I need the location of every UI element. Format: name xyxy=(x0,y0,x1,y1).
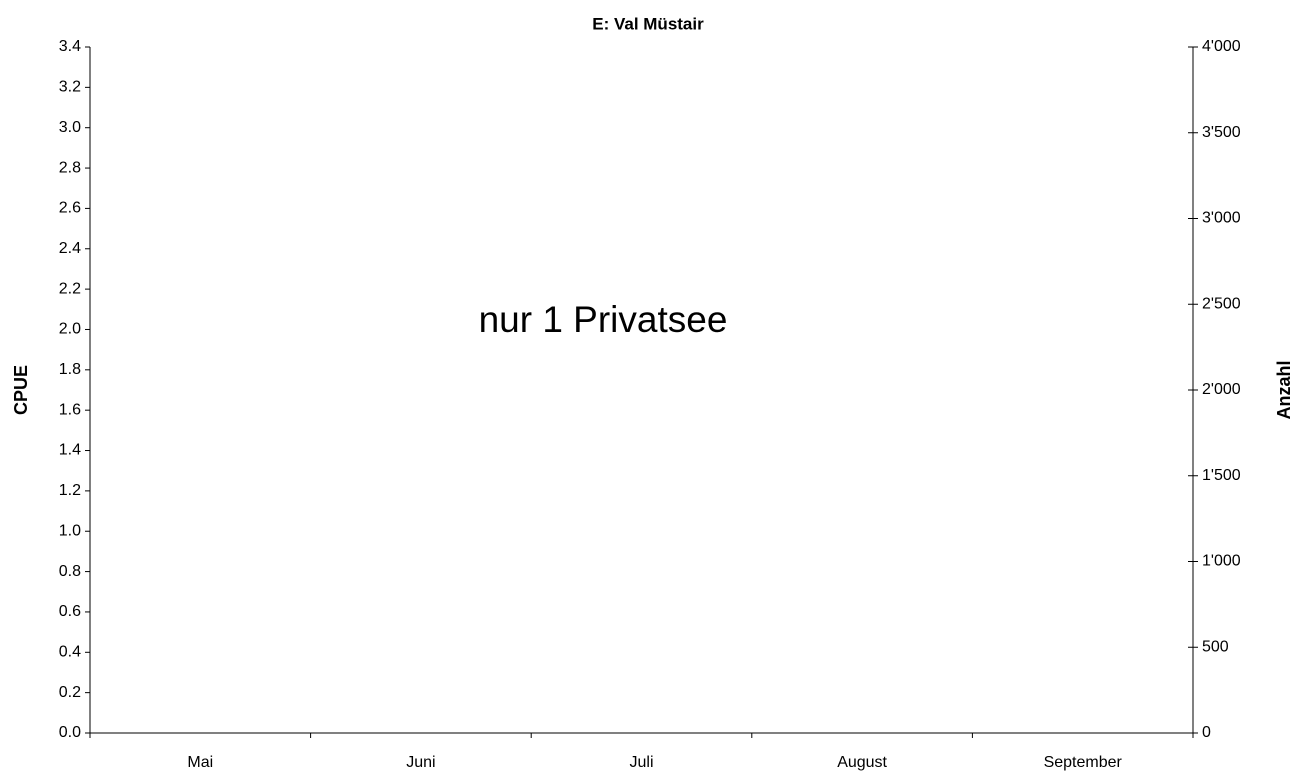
y-tick-label: 3.0 xyxy=(59,119,81,136)
y-tick-label: 3.4 xyxy=(59,38,81,55)
y2-tick-label: 1'500 xyxy=(1202,467,1241,484)
y2-tick-label: 3'000 xyxy=(1202,210,1241,227)
y-tick-label: 2.0 xyxy=(59,321,81,338)
x-tick-label: Juli xyxy=(629,754,653,771)
y-tick-label: 2.6 xyxy=(59,200,81,217)
y2-tick-label: 3'500 xyxy=(1202,124,1241,141)
chart-title: E: Val Müstair xyxy=(592,14,704,33)
y-tick-label: 2.4 xyxy=(59,240,81,257)
y-tick-label: 3.2 xyxy=(59,79,81,96)
y-tick-label: 1.4 xyxy=(59,442,81,459)
y2-tick-label: 500 xyxy=(1202,638,1229,655)
y-tick-label: 0.0 xyxy=(59,724,81,741)
x-tick-label: August xyxy=(837,754,887,771)
y-tick-label: 1.6 xyxy=(59,401,81,418)
y-tick-label: 0.2 xyxy=(59,684,81,701)
x-tick-label: Juni xyxy=(406,754,435,771)
y2-tick-label: 4'000 xyxy=(1202,38,1241,55)
y2-tick-label: 1'000 xyxy=(1202,553,1241,570)
y2-tick-label: 0 xyxy=(1202,724,1211,741)
y2-tick-label: 2'500 xyxy=(1202,295,1241,312)
annotation: nur 1 Privatsee xyxy=(479,299,728,340)
y2-axis-label: Anzahl xyxy=(1274,360,1294,419)
x-tick-label: Mai xyxy=(187,754,213,771)
y-tick-label: 2.2 xyxy=(59,280,81,297)
y-tick-label: 0.8 xyxy=(59,563,81,580)
y-tick-label: 1.0 xyxy=(59,522,81,539)
y-tick-label: 0.6 xyxy=(59,603,81,620)
y2-tick-label: 2'000 xyxy=(1202,381,1241,398)
y-tick-label: 2.8 xyxy=(59,159,81,176)
y-tick-label: 1.2 xyxy=(59,482,81,499)
y-tick-label: 0.4 xyxy=(59,644,81,661)
y-axis-label: CPUE xyxy=(11,365,31,415)
x-tick-label: September xyxy=(1044,754,1123,771)
y-tick-label: 1.8 xyxy=(59,361,81,378)
